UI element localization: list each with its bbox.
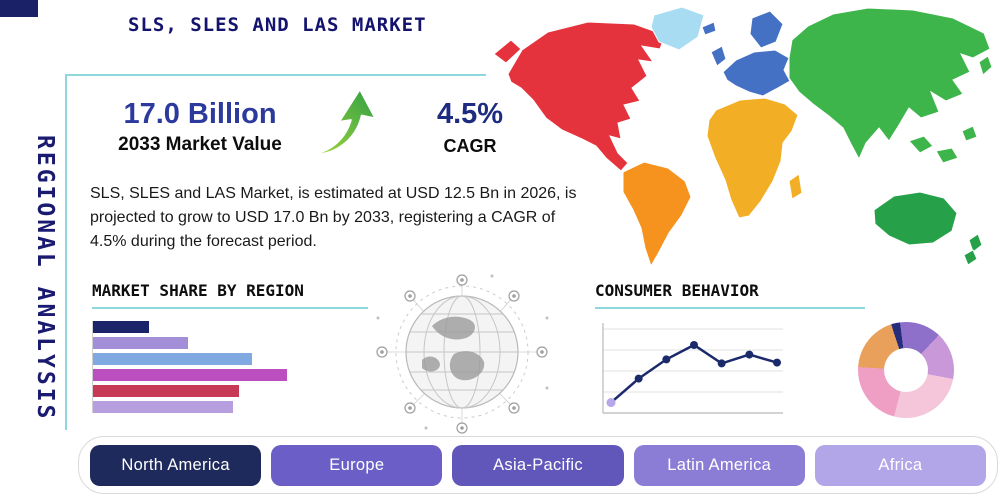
cagr-value: 4.5%: [436, 98, 504, 130]
north_america-shape: [507, 21, 666, 172]
region-pill-asia-pacific[interactable]: Asia-Pacific: [452, 445, 624, 486]
line-chart-title: CONSUMER BEHAVIOR: [595, 281, 865, 309]
world-map-continents: [493, 6, 993, 268]
line-point-6: [773, 358, 781, 367]
line-point-4: [717, 359, 726, 368]
globe-network-illustration: [362, 268, 567, 436]
asia-shape: [961, 125, 978, 142]
bar-1: [93, 337, 189, 349]
consumer-behavior-section: CONSUMER BEHAVIOR: [595, 281, 867, 419]
line-point-2: [662, 355, 671, 364]
vertical-title: REGIONAL ANALYSIS: [32, 134, 58, 422]
bar-4: [93, 385, 239, 397]
bar-2: [93, 353, 253, 365]
corner-accent: [0, 0, 38, 17]
bar-chart-title: MARKET SHARE BY REGION: [92, 281, 368, 309]
region-pill-africa[interactable]: Africa: [814, 445, 987, 486]
line-point-5: [745, 350, 754, 359]
europe-shape: [722, 49, 791, 97]
asia-shape: [788, 7, 991, 161]
donut-hole: [884, 348, 928, 392]
bar-chart: [92, 321, 287, 413]
stats-frame-top-line: [65, 74, 486, 76]
asia-shape: [935, 147, 959, 164]
market-summary-text: SLS, SLES and LAS Market, is estimated a…: [90, 185, 577, 250]
cagr-label: CAGR: [443, 136, 497, 156]
region-pill-europe[interactable]: Europe: [271, 445, 443, 486]
europe-shape: [701, 21, 717, 36]
market-value-label: 2033 Market Value: [118, 134, 282, 155]
australia-shape: [873, 191, 958, 246]
market-value-2033: 17.0 Billion: [123, 98, 277, 130]
region-legend: North America Europe Asia-Pacific Latin …: [78, 436, 998, 494]
greenland-shape: [650, 6, 705, 51]
australia-shape: [963, 249, 978, 266]
europe-shape: [710, 45, 727, 67]
world-map: [493, 6, 993, 268]
australia-shape: [968, 233, 983, 253]
stats-frame-left-line: [65, 74, 67, 430]
south_america-shape: [622, 161, 692, 268]
europe-shape: [749, 10, 784, 49]
line-chart-svg: [602, 323, 783, 414]
region-pill-north-america[interactable]: North America: [90, 445, 262, 486]
line-point-1: [634, 374, 643, 383]
market-share-section: MARKET SHARE BY REGION: [92, 281, 372, 417]
region-pill-latin-america[interactable]: Latin America: [633, 445, 805, 486]
globe-network-icon: [376, 274, 549, 434]
network-nodes: [376, 274, 549, 434]
africa-shape: [706, 97, 799, 219]
bar-5: [93, 401, 233, 413]
growth-arrow-icon: [307, 88, 377, 156]
asia-shape: [978, 55, 993, 76]
donut-chart: [858, 322, 954, 418]
line-point-0: [606, 398, 616, 408]
page-title: SLS, SLES AND LAS MARKET: [128, 14, 427, 36]
bar-0: [93, 321, 150, 333]
line-point-3: [690, 341, 698, 349]
asia-shape: [908, 135, 934, 154]
africa-shape: [788, 173, 803, 200]
north_america-shape: [493, 39, 522, 64]
bar-3: [93, 369, 287, 381]
